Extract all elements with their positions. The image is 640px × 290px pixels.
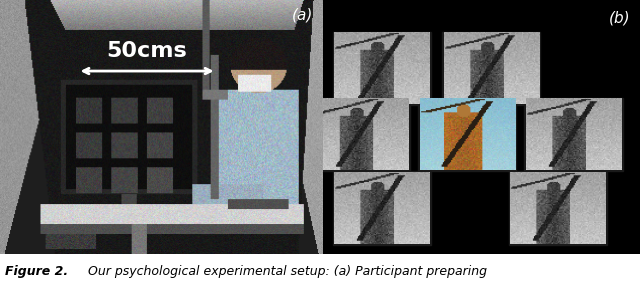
Text: 50cms: 50cms (107, 41, 188, 61)
Bar (509, 171, 607, 245)
Text: (b): (b) (609, 10, 630, 25)
Bar (333, 171, 431, 245)
Bar (419, 98, 516, 171)
Bar (333, 32, 431, 105)
Bar (312, 98, 410, 171)
Text: Figure 2.: Figure 2. (5, 265, 68, 278)
Text: (a): (a) (292, 8, 314, 23)
Bar (524, 98, 623, 171)
Bar (442, 32, 540, 105)
Text: Our psychological experimental setup: (a) Participant preparing: Our psychological experimental setup: (a… (76, 265, 486, 278)
